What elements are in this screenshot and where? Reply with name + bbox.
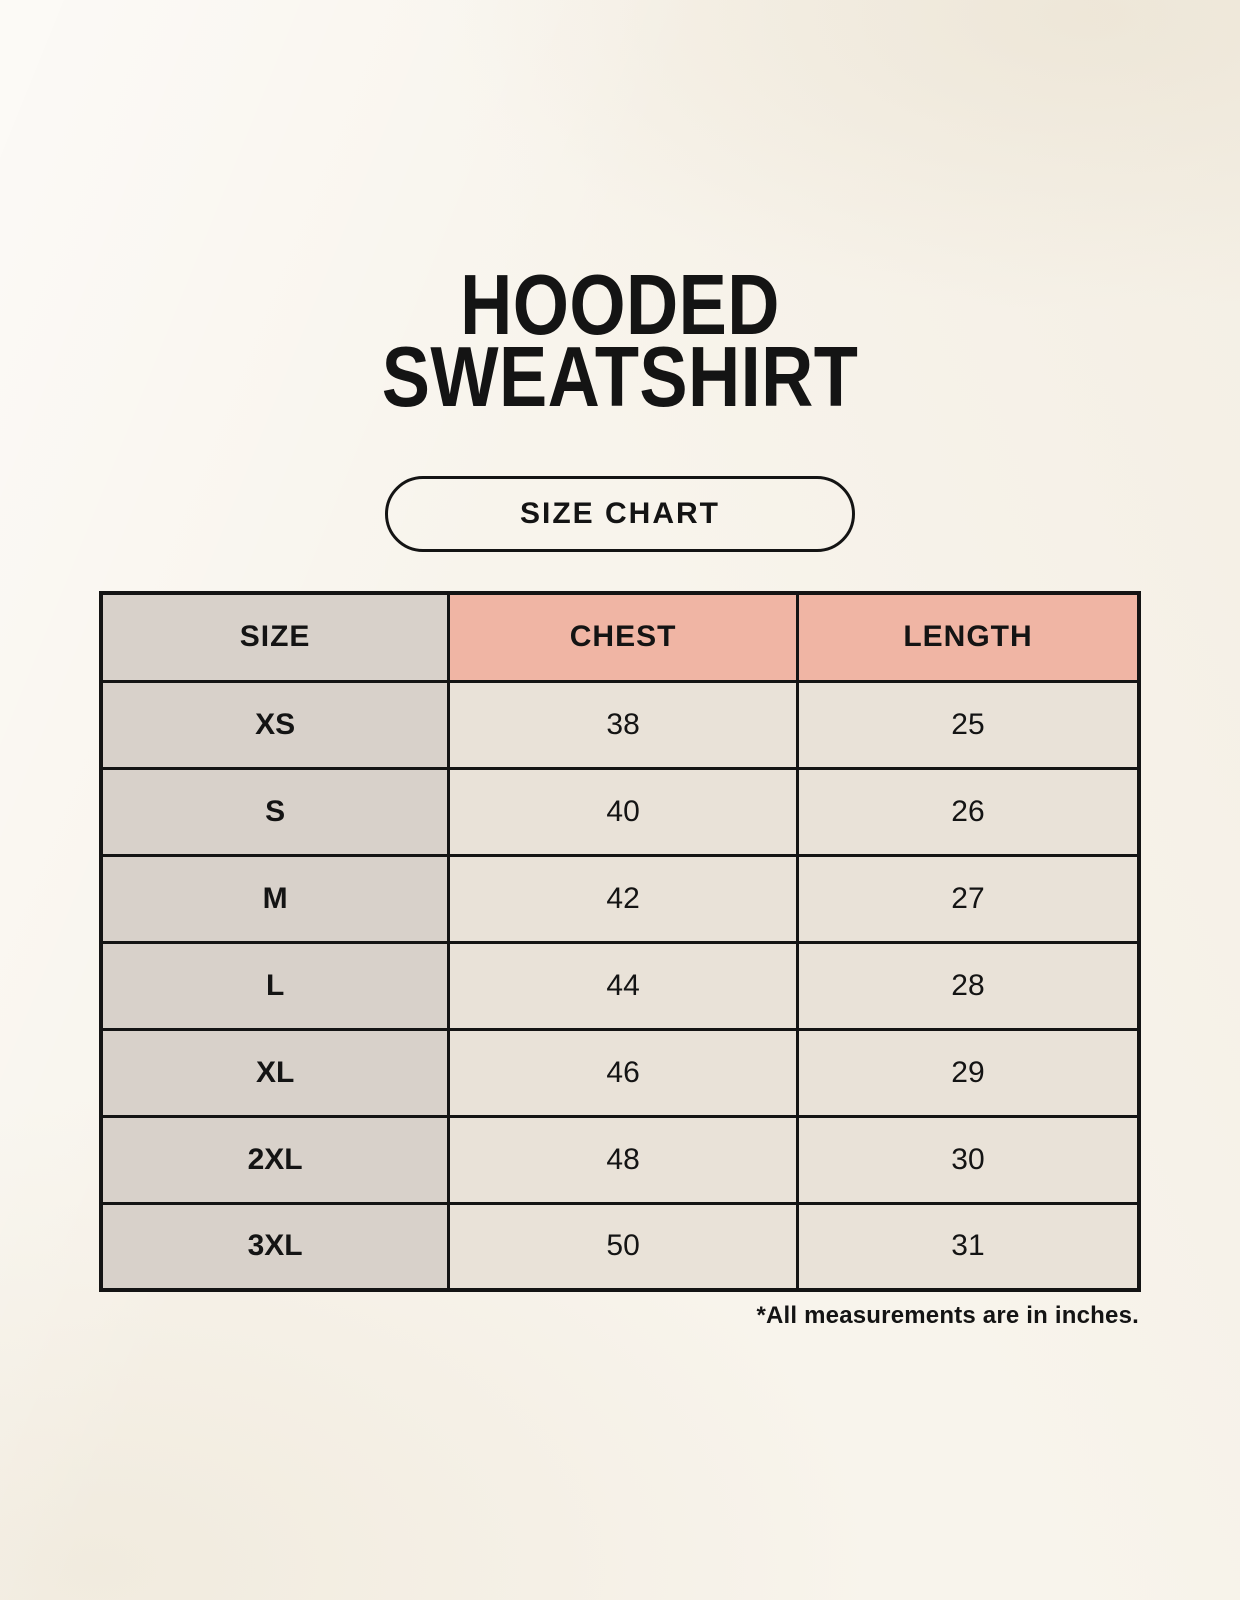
table-row: M 42 27	[99, 853, 1141, 944]
table-row: 3XL 50 31	[99, 1201, 1141, 1292]
column-header-size: SIZE	[99, 591, 451, 683]
length-cell: 26	[795, 766, 1141, 857]
size-chart-badge-label: SIZE CHART	[520, 497, 720, 530]
table-header-row: SIZE CHEST LENGTH	[99, 591, 1141, 683]
product-title-line-2: SWEATSHIRT	[381, 330, 859, 425]
table-row: S 40 26	[99, 766, 1141, 857]
table-row: L 44 28	[99, 940, 1141, 1031]
product-title-line-1: HOODED	[460, 258, 780, 353]
length-cell: 30	[795, 1114, 1141, 1205]
chest-cell: 46	[447, 1027, 799, 1118]
size-cell: 2XL	[99, 1114, 451, 1205]
length-cell: 25	[795, 679, 1141, 770]
column-header-chest: CHEST	[447, 591, 799, 683]
size-cell: L	[99, 940, 451, 1031]
length-cell: 29	[795, 1027, 1141, 1118]
chest-cell: 40	[447, 766, 799, 857]
length-cell: 27	[795, 853, 1141, 944]
length-cell: 31	[795, 1201, 1141, 1292]
table-row: 2XL 48 30	[99, 1114, 1141, 1205]
size-cell: XS	[99, 679, 451, 770]
size-cell: S	[99, 766, 451, 857]
table-row: XL 46 29	[99, 1027, 1141, 1118]
header: HOODED SWEATSHIRT SIZE CHART	[0, 0, 1240, 552]
size-table-section: SIZE CHEST LENGTH XS 38 25 S 40 26 M 42 …	[99, 591, 1141, 1330]
chest-cell: 44	[447, 940, 799, 1031]
chest-cell: 38	[447, 679, 799, 770]
chest-cell: 50	[447, 1201, 799, 1292]
size-cell: XL	[99, 1027, 451, 1118]
column-header-length: LENGTH	[795, 591, 1141, 683]
size-table: SIZE CHEST LENGTH XS 38 25 S 40 26 M 42 …	[99, 591, 1141, 1292]
size-chart-badge[interactable]: SIZE CHART	[385, 476, 855, 552]
product-title: HOODED SWEATSHIRT	[93, 258, 1147, 425]
size-table-body: XS 38 25 S 40 26 M 42 27 L 44 28 XL 46 2…	[99, 679, 1141, 1292]
chest-cell: 42	[447, 853, 799, 944]
chest-cell: 48	[447, 1114, 799, 1205]
length-cell: 28	[795, 940, 1141, 1031]
size-cell: M	[99, 853, 451, 944]
measurement-footnote: *All measurements are in inches.	[756, 1302, 1139, 1329]
size-cell: 3XL	[99, 1201, 451, 1292]
table-row: XS 38 25	[99, 679, 1141, 770]
